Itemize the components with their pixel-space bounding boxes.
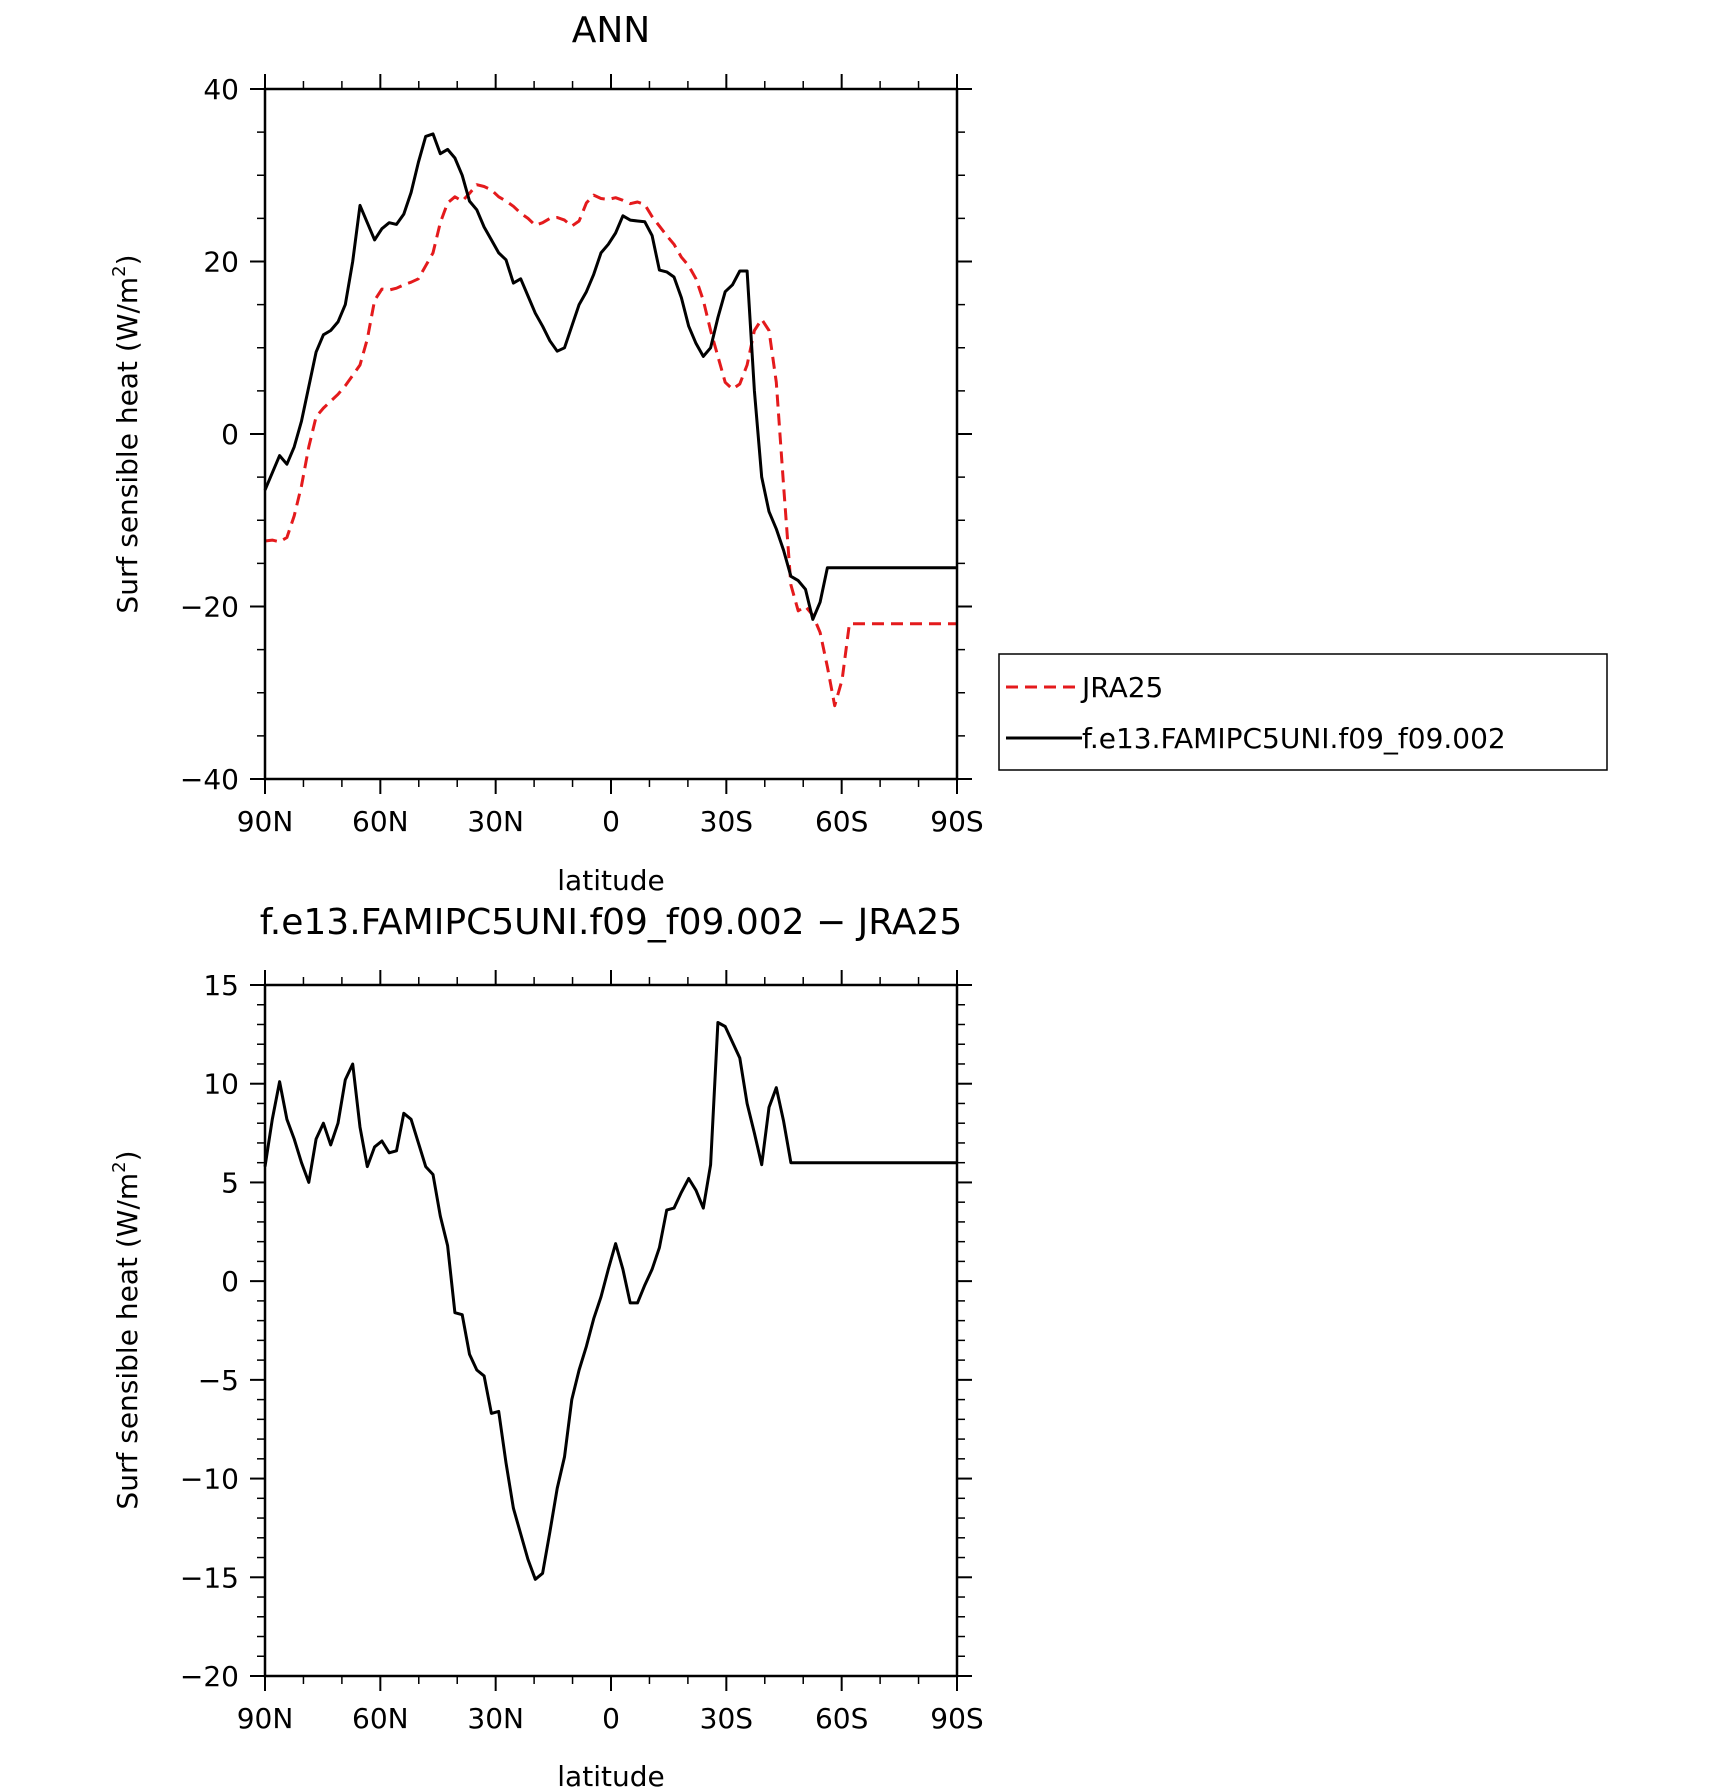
top-chart-title: ANN (572, 10, 651, 51)
bottom-y-tick-label: 15 (203, 969, 239, 1002)
top-y-tick-label: −40 (180, 763, 239, 796)
bottom-chart-title: f.e13.FAMIPC5UNI.f09_f09.002 − JRA25 (260, 902, 962, 943)
bottom-y-tick-label: 10 (203, 1068, 239, 1101)
top-series-line-0 (264, 183, 957, 708)
top-x-tick-label: 90N (237, 805, 294, 838)
top-series-line-1 (263, 132, 957, 621)
bottom-x-tick-label: 90N (237, 1702, 294, 1735)
top-x-tick-label: 60S (815, 805, 868, 838)
top-panel: ANN 90N 60N 30N 0 30S 60S 90S −40 −20 0 20 40 latit… (109, 10, 984, 897)
top-x-tick-label: 30N (467, 805, 524, 838)
legend: JRA25 f.e13.FAMIPC5UNI.f09_f09.002 (998, 653, 1608, 771)
bottom-y-tick-label: −5 (198, 1364, 239, 1397)
bottom-x-tick-label: 0 (602, 1702, 620, 1735)
top-x-tick-label: 60N (352, 805, 409, 838)
top-y-axis-title-close: ) (111, 254, 144, 265)
top-x-axis-title: latitude (557, 864, 664, 897)
bottom-plot-frame (263, 983, 959, 1678)
top-y-axis-title-sup: 2 (109, 265, 130, 276)
bottom-y-tick-label: 5 (221, 1166, 239, 1199)
top-x-tick-label: 30S (700, 805, 753, 838)
bottom-y-axis-title-main: Surf sensible heat (W/m (111, 1173, 144, 1510)
bottom-x-tick-label: 30S (700, 1702, 753, 1735)
bottom-x-tick-label: 30N (467, 1702, 524, 1735)
top-y-tick-label: 0 (221, 418, 239, 451)
bottom-y-axis-title-close: ) (111, 1150, 144, 1161)
bottom-y-axis-title-sup: 2 (109, 1161, 130, 1172)
bottom-y-tick-label: −15 (180, 1561, 239, 1594)
bottom-y-tick-label: −20 (180, 1660, 239, 1693)
legend-box (998, 653, 1608, 771)
bottom-y-tick-label: −10 (180, 1463, 239, 1496)
bottom-x-tick-label: 90S (930, 1702, 983, 1735)
bottom-y-tick-label: 0 (221, 1265, 239, 1298)
bottom-panel: f.e13.FAMIPC5UNI.f09_f09.002 − JRA25 90N… (109, 902, 984, 1789)
legend-label-jra25: JRA25 (1080, 671, 1163, 704)
bottom-x-axis-title: latitude (557, 1760, 664, 1789)
bottom-y-axis-title: Surf sensible heat (W/m2) (109, 1150, 144, 1509)
top-y-axis-title: Surf sensible heat (W/m2) (109, 254, 144, 613)
bottom-x-tick-label: 60N (352, 1702, 409, 1735)
bottom-x-tick-label: 60S (815, 1702, 868, 1735)
top-x-tick-label: 0 (602, 805, 620, 838)
top-x-tick-label: 90S (930, 805, 983, 838)
top-y-tick-label: −20 (180, 591, 239, 624)
bottom-series-line-0 (263, 1021, 957, 1581)
top-y-axis-title-main: Surf sensible heat (W/m (111, 277, 144, 614)
top-y-tick-label: 40 (203, 73, 239, 106)
top-plot-frame (263, 87, 959, 781)
legend-label-model: f.e13.FAMIPC5UNI.f09_f09.002 (1082, 722, 1506, 755)
top-y-tick-label: 20 (203, 246, 239, 279)
